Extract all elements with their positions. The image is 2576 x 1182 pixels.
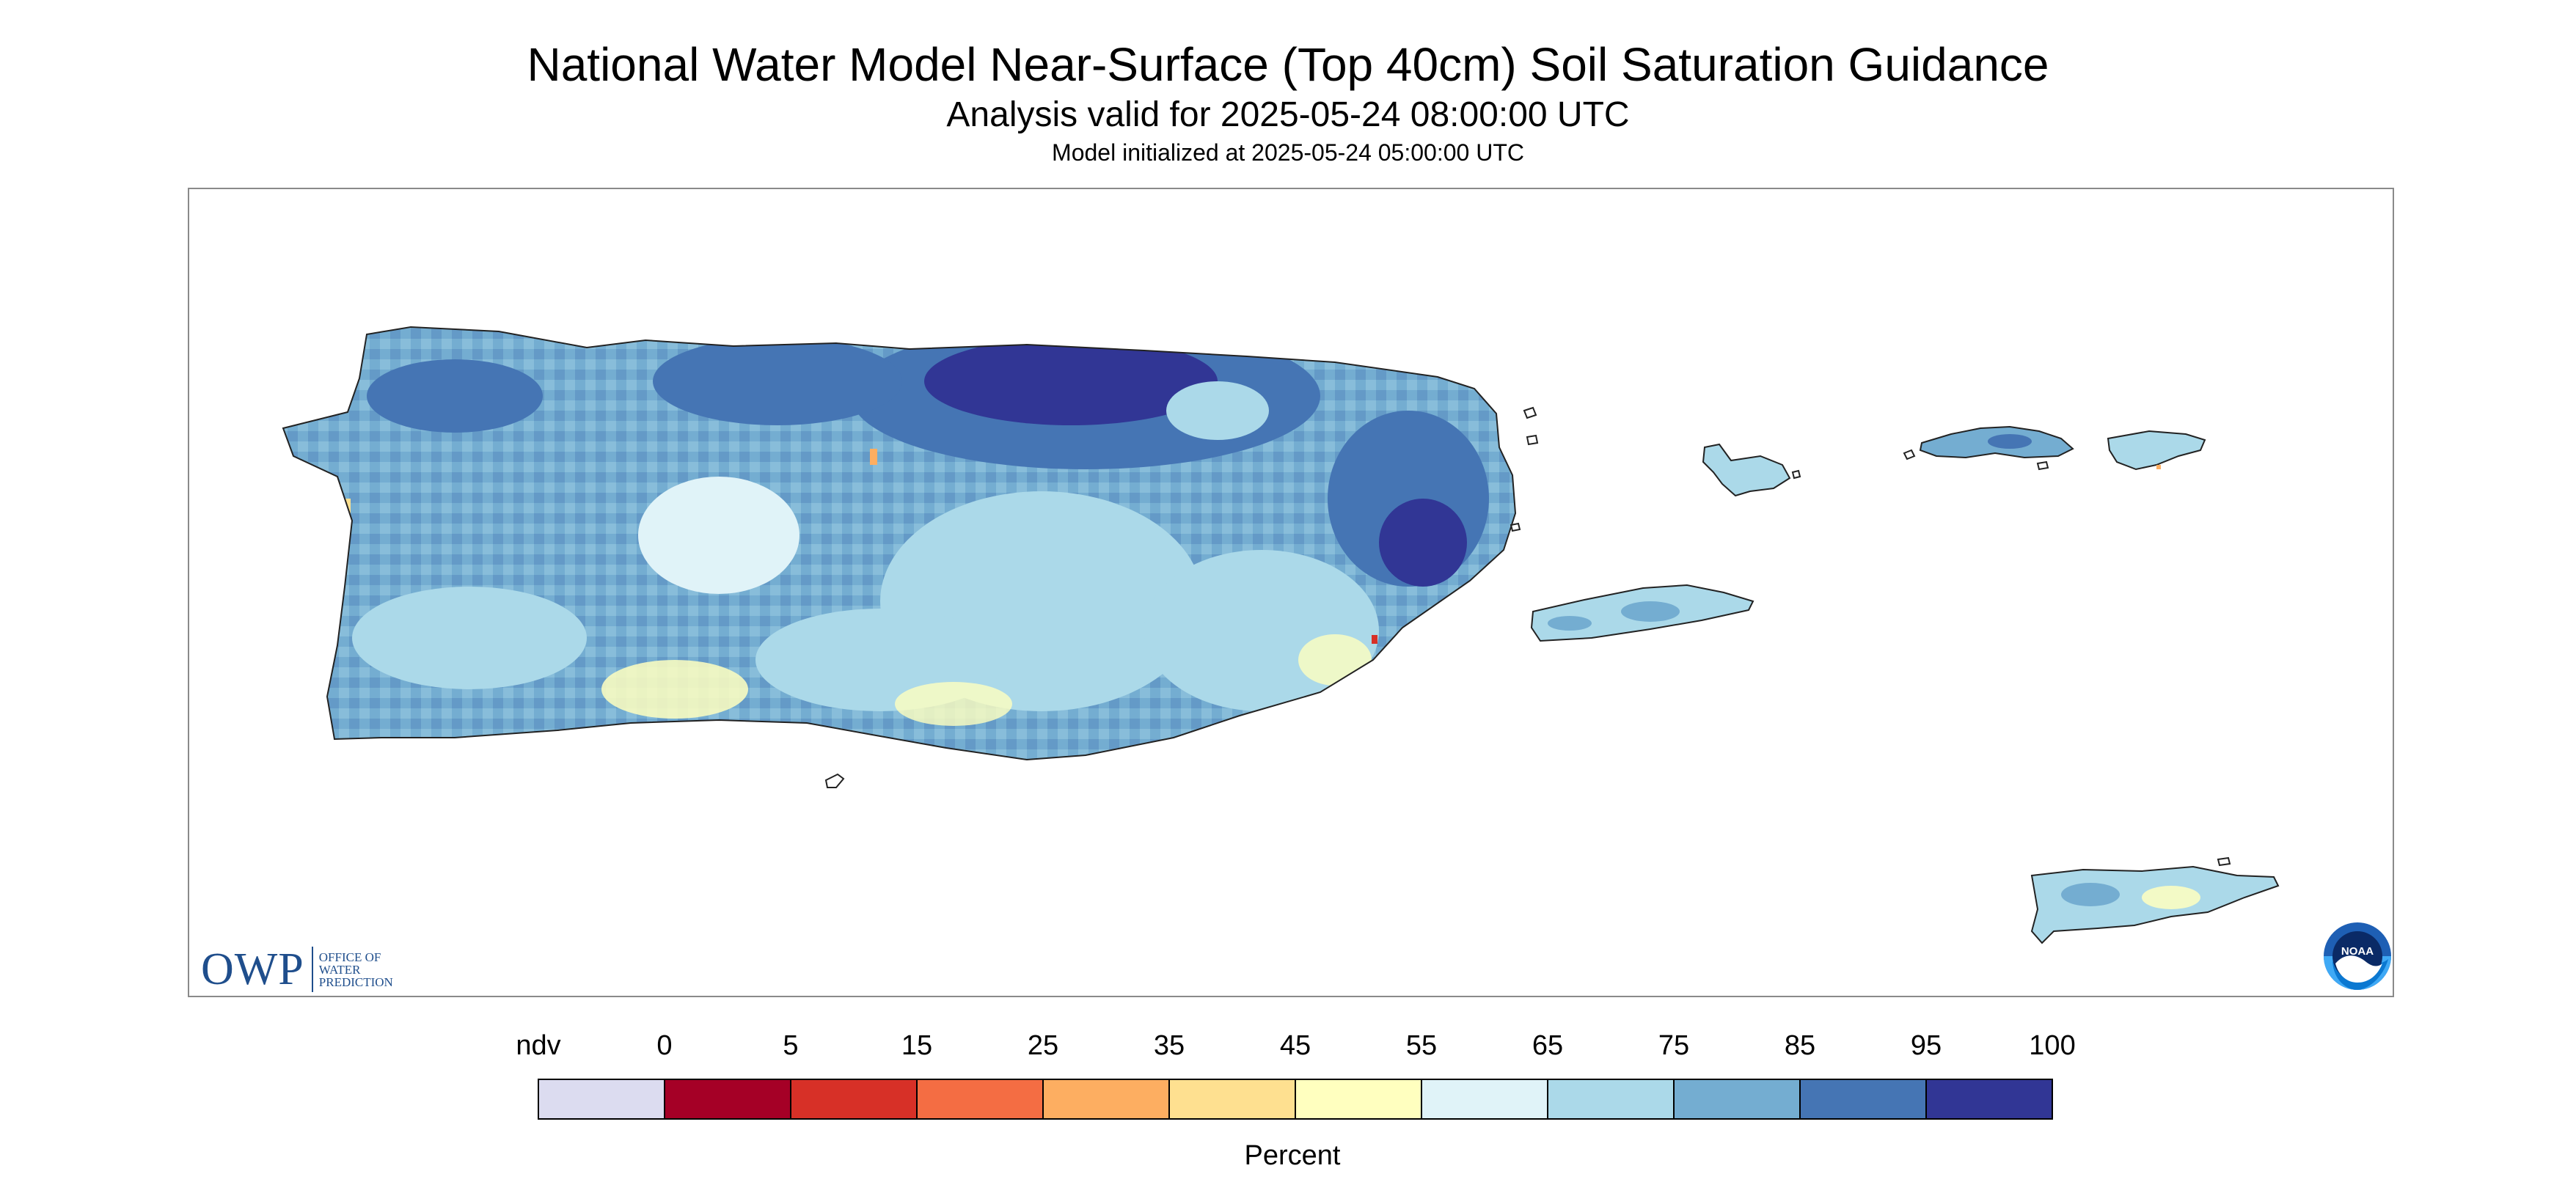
legend-bin-35-45 <box>1168 1079 1296 1120</box>
legend-bin-95-100 <box>1925 1079 2053 1120</box>
owp-logo-line: WATER <box>318 962 361 977</box>
st-thomas-island <box>1903 425 2074 471</box>
legend-label: Percent <box>1245 1140 1341 1171</box>
owp-logo-line: OFFICE OF <box>318 950 381 964</box>
legend-tick-label: 85 <box>1785 1030 1815 1061</box>
st-croix-island <box>2030 856 2280 944</box>
legend-bin-0-5 <box>664 1079 791 1120</box>
legend-bin-65-75 <box>1547 1079 1675 1120</box>
legend-tick-label: 25 <box>1028 1030 1058 1061</box>
legend-tick-label: 100 <box>2029 1030 2075 1061</box>
map-title: National Water Model Near-Surface (Top 4… <box>527 38 2049 91</box>
legend: ndv 0 5 15 25 35 45 55 65 75 85 95 100 Percent <box>516 1030 2075 1171</box>
st-john-island <box>2107 430 2206 471</box>
legend-bin-5-15 <box>790 1079 918 1120</box>
legend-bin-85-95 <box>1799 1079 1927 1120</box>
puerto-rico-island <box>282 326 1517 761</box>
owp-logo-line: PREDICTION <box>318 974 393 989</box>
legend-bin-25-35 <box>1042 1079 1170 1120</box>
owp-logo-subtitle: OFFICE OF WATER PREDICTION <box>313 951 393 988</box>
legend-tick-label: 35 <box>1154 1030 1185 1061</box>
legend-bin-75-85 <box>1673 1079 1801 1120</box>
legend-ndv-label: ndv <box>516 1030 560 1061</box>
vieques-island <box>1530 584 1754 642</box>
analysis-valid-line: Analysis valid for 2025-05-24 08:00:00 U… <box>946 95 1630 134</box>
legend-tick-label: 95 <box>1911 1030 1942 1061</box>
legend-ndv-box <box>538 1079 665 1120</box>
map-frame <box>188 188 2394 997</box>
legend-tick-label: 0 <box>656 1030 672 1061</box>
noaa-logo-text: NOAA <box>2341 945 2374 958</box>
legend-color-bins <box>664 1079 2053 1120</box>
legend-bin-15-25 <box>916 1079 1044 1120</box>
legend-tick-label: 55 <box>1406 1030 1437 1061</box>
legend-tick-label: 45 <box>1280 1030 1311 1061</box>
legend-tick-label: 65 <box>1532 1030 1563 1061</box>
legend-tick-label: 75 <box>1658 1030 1689 1061</box>
model-initialized-line: Model initialized at 2025-05-24 05:00:00… <box>1052 139 1524 166</box>
owp-logo: OWP OFFICE OF WATER PREDICTION <box>201 947 393 992</box>
legend-tick-labels: 0 5 15 25 35 45 55 65 75 85 95 100 <box>656 1030 2075 1061</box>
small-islets <box>1510 406 1539 532</box>
legend-tick-label: 15 <box>901 1030 932 1061</box>
culebra-island <box>1702 443 1801 497</box>
legend-bin-45-55 <box>1295 1079 1422 1120</box>
legend-tick-label: 5 <box>783 1030 798 1061</box>
legend-bin-55-65 <box>1421 1079 1548 1120</box>
noaa-logo-icon: NOAA <box>2324 922 2391 990</box>
owp-logo-letters: OWP <box>201 947 313 992</box>
desecheo-island <box>824 773 845 788</box>
